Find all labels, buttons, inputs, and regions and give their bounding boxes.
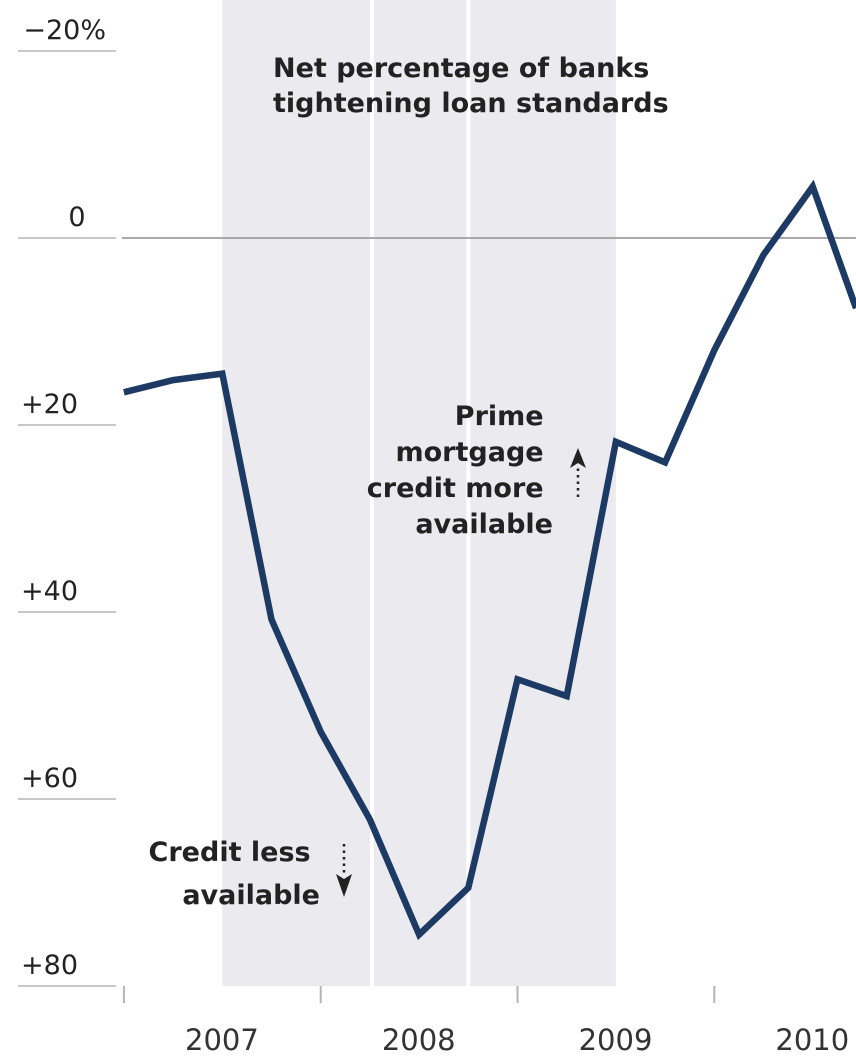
y-tick-label: 0 — [68, 202, 85, 233]
annotation-line: available — [415, 509, 553, 540]
shaded-period — [470, 0, 616, 986]
annotation-credit-less: Credit less available — [149, 837, 320, 911]
annotation-line: available — [182, 880, 320, 911]
y-tick-label: +60 — [21, 763, 78, 794]
y-gridlines — [18, 50, 856, 987]
y-tick-label: −20% — [23, 15, 106, 46]
series-lines — [123, 179, 856, 941]
y-tick-label: +80 — [21, 950, 78, 981]
arrow-up-icon — [570, 448, 586, 497]
chart-title-line: Net percentage of banks — [273, 53, 649, 84]
x-tick-label: 2008 — [382, 1023, 456, 1057]
annotation-line: credit more — [367, 473, 544, 504]
annotation-line: mortgage — [396, 437, 544, 468]
annotation-line: Credit less — [149, 837, 311, 868]
y-tick-label: +40 — [21, 576, 78, 607]
x-axis: 2007 2008 2009 2010 — [122, 986, 849, 1057]
shaded-period — [373, 0, 467, 986]
y-tick-label: +20 — [21, 389, 78, 420]
series-line — [123, 179, 856, 941]
arrow-down-icon — [336, 844, 352, 897]
chart-title: Net percentage of banks tightening loan … — [273, 53, 669, 119]
x-tick-label: 2009 — [579, 1023, 653, 1057]
y-tick-labels: −20% 0 +20 +40 +60 +80 — [21, 15, 106, 981]
x-tick-label: 2010 — [775, 1023, 849, 1057]
recession-shading — [222, 0, 616, 986]
chart-title-line: tightening loan standards — [273, 88, 669, 119]
x-tick-label: 2007 — [185, 1023, 259, 1057]
annotation-line: Prime — [455, 401, 544, 432]
annotation-prime-mortgage: Prime mortgage credit more available — [367, 401, 553, 540]
